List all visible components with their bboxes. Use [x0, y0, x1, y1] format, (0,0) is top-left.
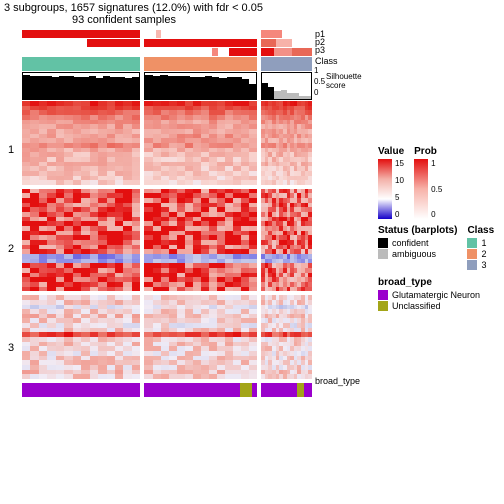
row-axis: 123	[0, 30, 22, 398]
title: 3 subgroups, 1657 signatures (12.0%) wit…	[0, 0, 504, 14]
figure: 123 p1p2p3Class10.50Silhouettescorebroad…	[0, 30, 504, 398]
subtitle: 93 confident samples	[0, 14, 504, 30]
legends: Value151050Prob10.50Status (barplots)con…	[370, 30, 502, 398]
heatmap-main	[22, 30, 312, 398]
annot-labels: p1p2p3Class10.50Silhouettescorebroad_typ…	[312, 30, 370, 398]
